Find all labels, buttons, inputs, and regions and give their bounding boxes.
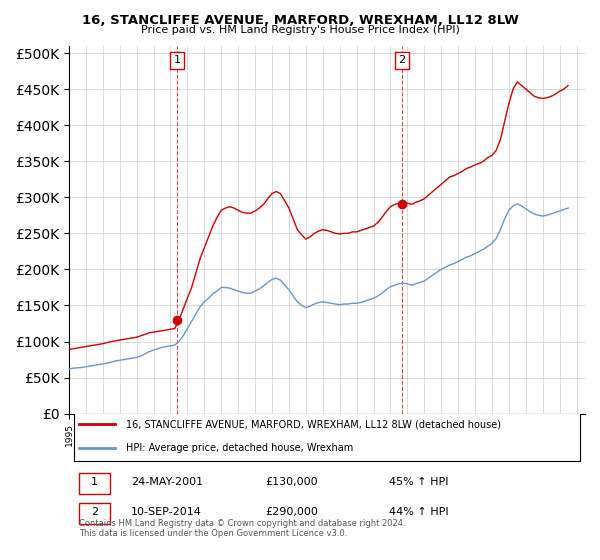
Text: 16, STANCLIFFE AVENUE, MARFORD, WREXHAM, LL12 8LW (detached house): 16, STANCLIFFE AVENUE, MARFORD, WREXHAM,… <box>126 419 501 429</box>
FancyBboxPatch shape <box>79 503 110 524</box>
Text: £290,000: £290,000 <box>265 507 318 517</box>
Text: 16, STANCLIFFE AVENUE, MARFORD, WREXHAM, LL12 8LW: 16, STANCLIFFE AVENUE, MARFORD, WREXHAM,… <box>82 14 518 27</box>
FancyBboxPatch shape <box>79 473 110 494</box>
Text: 1: 1 <box>91 477 98 487</box>
FancyBboxPatch shape <box>74 411 580 461</box>
Text: 45% ↑ HPI: 45% ↑ HPI <box>389 477 448 487</box>
Text: 24-MAY-2001: 24-MAY-2001 <box>131 477 203 487</box>
Text: 2: 2 <box>91 507 98 517</box>
Text: Contains HM Land Registry data © Crown copyright and database right 2024.
This d: Contains HM Land Registry data © Crown c… <box>79 519 406 538</box>
Text: 44% ↑ HPI: 44% ↑ HPI <box>389 507 449 517</box>
Text: HPI: Average price, detached house, Wrexham: HPI: Average price, detached house, Wrex… <box>126 443 353 453</box>
Text: 2: 2 <box>398 55 406 65</box>
Text: 10-SEP-2014: 10-SEP-2014 <box>131 507 202 517</box>
Text: 1: 1 <box>173 55 181 65</box>
Text: Price paid vs. HM Land Registry's House Price Index (HPI): Price paid vs. HM Land Registry's House … <box>140 25 460 35</box>
Text: £130,000: £130,000 <box>265 477 317 487</box>
